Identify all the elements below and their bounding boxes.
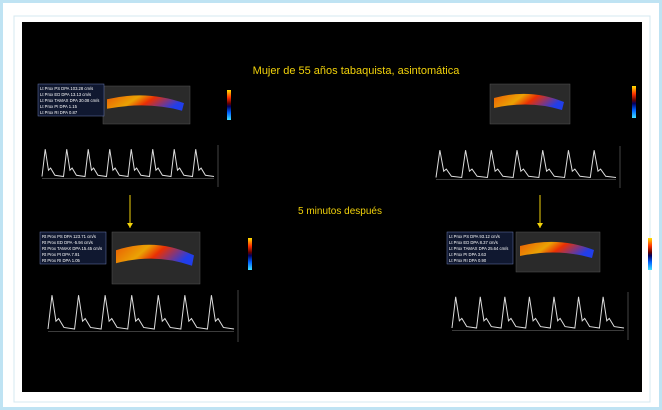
color-scale (632, 86, 636, 118)
slide: Mujer de 55 años tabaquista, asintomátic… (0, 0, 662, 410)
measurement: Lt Prox PS DPA 93.12 cm/s (449, 234, 500, 239)
measurement: Lt Prox PI DPA 3.63 (449, 252, 487, 257)
measurement: Lt Prox RI DPA 0.90 (449, 258, 487, 263)
measurement: Rt Prox TAMAX DPA 15.45 cm/s (42, 246, 102, 251)
measurement: Lt Prox ED DPA 13.13 cm/s (40, 92, 91, 97)
color-scale (248, 238, 252, 270)
measurement: Lt Prox TAMAX DPA 25.64 cm/s (449, 246, 508, 251)
measurement: Lt Prox PI DPA 1.15 (40, 104, 78, 109)
measurement: Lt Prox PS DPA 103.28 cm/s (40, 86, 93, 91)
measurement: Rt Prox RI DPA 1.05 (42, 258, 81, 263)
measurement: Lt Prox RI DPA 0.87 (40, 110, 78, 115)
measurement: Rt Prox PS DPA 123.71 cm/s (42, 234, 96, 239)
measurement: Rt Prox ED DPA -5.94 cm/s (42, 240, 93, 245)
measurement: Rt Prox PI DPA 7.91 (42, 252, 80, 257)
measurement: Lt Prox TAMAX DPA 30.08 cm/s (40, 98, 99, 103)
slide-subtitle: 5 minutos después (298, 206, 382, 217)
color-scale (227, 90, 231, 120)
color-scale (648, 238, 652, 270)
slide-title: Mujer de 55 años tabaquista, asintomátic… (253, 65, 461, 77)
measurement: Lt Prox ED DPA 8.37 cm/s (449, 240, 498, 245)
